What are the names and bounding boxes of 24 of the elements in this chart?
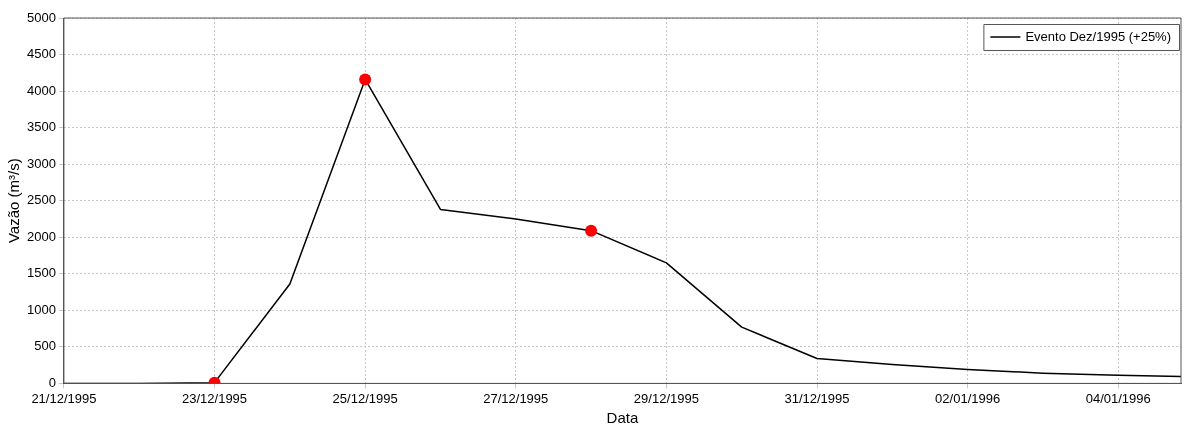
y-tick-label: 3500 xyxy=(27,119,56,135)
y-tick-label: 2500 xyxy=(27,192,56,208)
y-tick-label: 500 xyxy=(34,338,56,354)
y-tick-label: 5000 xyxy=(27,9,56,25)
legend-label: Evento Dez/1995 (+25%) xyxy=(1025,28,1172,44)
x-tick-label: 29/12/1995 xyxy=(633,390,699,406)
x-tick-label: 27/12/1995 xyxy=(483,390,549,406)
y-tick-label: 1500 xyxy=(27,265,56,281)
x-axis-title: Data xyxy=(606,409,639,427)
x-tick-label: 23/12/1995 xyxy=(182,390,248,406)
x-tick-label: 31/12/1995 xyxy=(784,390,850,406)
y-tick-label: 2000 xyxy=(27,228,56,244)
y-tick-label: 4000 xyxy=(27,82,56,98)
x-tick-label: 21/12/1995 xyxy=(31,390,97,406)
y-tick-label: 0 xyxy=(48,374,56,390)
y-tick-label: 4500 xyxy=(27,46,56,62)
y-axis-title: Vazão (m³/s) xyxy=(5,158,23,244)
x-tick-label: 02/01/1996 xyxy=(935,390,1001,406)
x-tick-label: 04/01/1996 xyxy=(1085,390,1151,406)
y-tick-label: 3000 xyxy=(27,155,56,171)
point xyxy=(585,224,598,237)
point xyxy=(359,73,372,86)
y-tick-label: 1000 xyxy=(27,301,56,317)
x-tick-label: 25/12/1995 xyxy=(332,390,398,406)
